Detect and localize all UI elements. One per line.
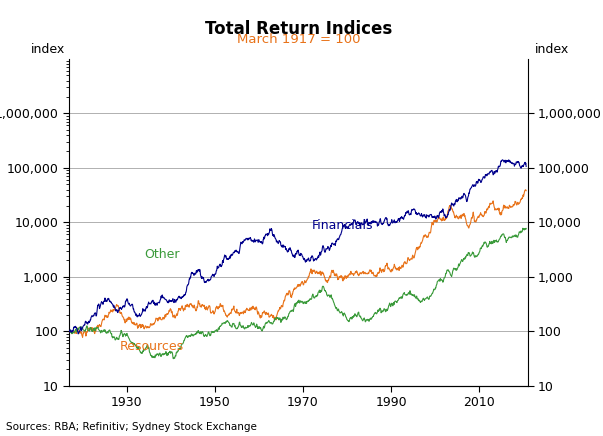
- Text: Sources: RBA; Refinitiv; Sydney Stock Exchange: Sources: RBA; Refinitiv; Sydney Stock Ex…: [6, 422, 257, 432]
- Text: Resources: Resources: [120, 340, 184, 353]
- Text: index: index: [535, 43, 569, 56]
- Text: index: index: [30, 43, 65, 56]
- Text: Other: Other: [144, 248, 180, 261]
- Text: March 1917 = 100: March 1917 = 100: [237, 33, 360, 46]
- Title: Total Return Indices: Total Return Indices: [205, 20, 392, 38]
- Text: Financials: Financials: [312, 219, 373, 232]
